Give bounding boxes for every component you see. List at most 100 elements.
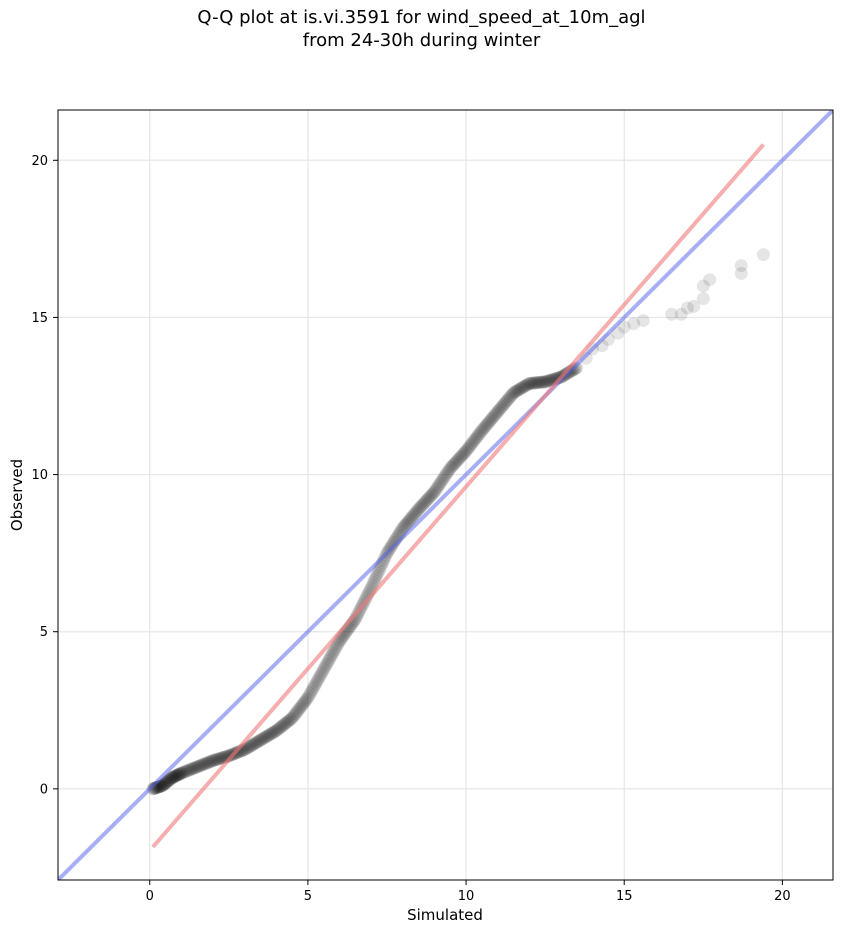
data-point	[401, 514, 415, 528]
data-point	[475, 424, 489, 438]
data-point	[450, 454, 464, 468]
data-point	[320, 656, 334, 670]
x-tick-label: 20	[774, 889, 791, 904]
data-point	[268, 724, 282, 738]
data-point	[460, 443, 474, 457]
data-point	[443, 461, 457, 475]
data-point	[203, 755, 217, 769]
data-point	[166, 771, 180, 785]
y-tick-label: 5	[40, 625, 48, 640]
data-point	[430, 481, 444, 495]
data-point	[265, 726, 279, 740]
data-point	[431, 480, 445, 494]
data-point	[371, 566, 385, 580]
data-point	[404, 512, 418, 526]
data-point	[156, 778, 170, 792]
data-point	[461, 441, 475, 455]
data-point	[466, 435, 480, 449]
data-point	[164, 771, 178, 785]
chart-title-line-1: Q-Q plot at is.vi.3591 for wind_speed_at…	[197, 7, 646, 28]
data-point	[270, 723, 284, 737]
data-point	[173, 767, 187, 781]
data-point	[191, 759, 205, 773]
x-axis: 0 5 10 15 20	[146, 880, 791, 904]
x-tick-label: 0	[146, 889, 154, 904]
plot-frame	[57, 109, 834, 881]
data-point	[501, 393, 515, 407]
data-point	[442, 463, 456, 477]
data-point	[157, 778, 171, 792]
data-point	[422, 491, 436, 505]
data-point	[525, 376, 539, 390]
data-point	[447, 458, 461, 472]
data-point	[438, 470, 452, 484]
data-point	[323, 650, 337, 664]
data-point	[275, 719, 289, 733]
data-point	[400, 516, 414, 530]
data-point	[446, 459, 460, 473]
data-point	[166, 770, 180, 784]
data-point	[189, 760, 203, 774]
data-point	[303, 687, 317, 701]
data-point	[294, 699, 308, 713]
data-point	[504, 389, 518, 403]
data-point	[399, 517, 413, 531]
data-point	[503, 390, 517, 404]
data-point	[542, 374, 556, 388]
data-point	[403, 513, 417, 527]
data-point	[266, 726, 280, 740]
data-point	[250, 735, 264, 749]
data-point	[436, 471, 450, 485]
data-point	[157, 777, 171, 791]
data-point	[482, 415, 496, 429]
data-point	[478, 420, 492, 434]
data-point	[207, 753, 221, 767]
data-point	[305, 683, 319, 697]
data-point	[290, 705, 304, 719]
tail-point	[674, 307, 688, 321]
data-point	[538, 375, 552, 389]
data-point	[172, 767, 186, 781]
data-point	[213, 752, 227, 766]
data-point	[192, 759, 206, 773]
data-point	[510, 384, 524, 398]
data-point	[396, 521, 410, 535]
data-point	[469, 431, 483, 445]
data-point	[507, 386, 521, 400]
data-point	[473, 426, 487, 440]
data-point	[484, 413, 498, 427]
data-point	[200, 756, 214, 770]
data-point	[309, 677, 323, 691]
data-point	[397, 520, 411, 534]
data-point	[407, 508, 421, 522]
data-point	[418, 495, 432, 509]
data-point	[366, 576, 380, 590]
data-point	[251, 734, 265, 748]
data-point	[522, 376, 536, 390]
data-point	[256, 732, 270, 746]
data-point	[368, 573, 382, 587]
data-point	[201, 755, 215, 769]
data-point	[260, 729, 274, 743]
data-point	[313, 668, 327, 682]
data-point	[327, 644, 341, 658]
data-point	[261, 728, 275, 742]
data-point	[455, 449, 469, 463]
data-point	[257, 731, 271, 745]
data-point	[505, 387, 519, 401]
data-point	[405, 510, 419, 524]
x-tick-label: 10	[458, 889, 475, 904]
data-point	[495, 399, 509, 413]
data-point	[421, 492, 435, 506]
data-point	[513, 382, 527, 396]
data-point	[232, 745, 246, 759]
data-point	[440, 466, 454, 480]
data-point	[500, 394, 514, 408]
data-point	[258, 730, 272, 744]
data-point	[526, 376, 540, 390]
data-point	[188, 761, 202, 775]
data-point	[147, 782, 161, 796]
data-point	[451, 453, 465, 467]
data-point	[307, 681, 321, 695]
